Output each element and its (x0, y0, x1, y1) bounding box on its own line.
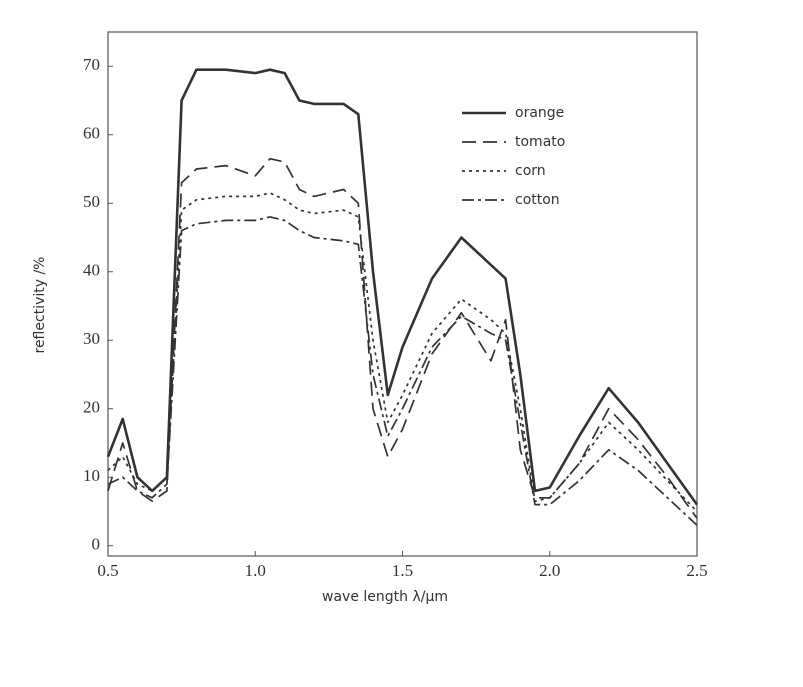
x-tick-label: 1.5 (392, 561, 413, 580)
series-line (106, 68, 699, 506)
legend-label: corn (515, 163, 546, 179)
y-tick-label: 30 (83, 329, 100, 348)
y-axis-label: reflectivity /% (32, 257, 48, 354)
series-line (107, 192, 698, 513)
x-tick-label: 0.5 (97, 561, 118, 580)
y-tick-label: 60 (83, 124, 100, 143)
legend-label: tomato (515, 134, 565, 150)
y-tick-label: 70 (83, 55, 100, 74)
x-tick-label: 2.5 (686, 561, 707, 580)
legend-label: orange (515, 105, 564, 121)
y-tick-label: 50 (83, 192, 100, 211)
y-tick-label: 40 (83, 261, 100, 280)
x-tick-label: 2.0 (539, 561, 560, 580)
x-tick-label: 1.0 (245, 561, 266, 580)
y-tick-label: 10 (83, 466, 100, 485)
legend-label: cotton (515, 192, 560, 208)
y-tick-label: 20 (83, 398, 100, 417)
x-axis-label: wave length λ/μm (322, 589, 448, 605)
y-tick-label: 0 (92, 535, 101, 554)
series-line (107, 157, 698, 519)
series-line (107, 216, 698, 526)
plot-frame (107, 31, 698, 557)
